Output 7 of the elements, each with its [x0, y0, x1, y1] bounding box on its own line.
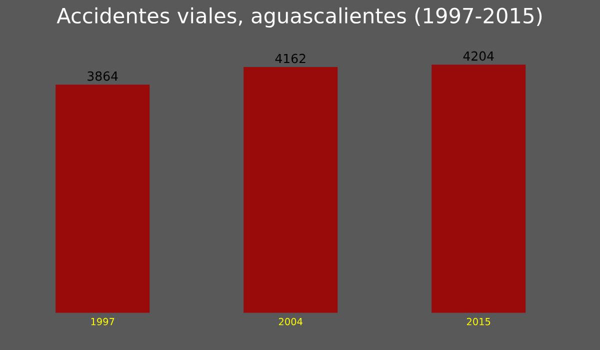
x-tick-label: 2015: [466, 318, 490, 326]
chart-title: Accidentes viales, aguascalientes (1997-2015): [56, 7, 542, 28]
x-tick-label: 1997: [91, 318, 114, 326]
data-label: 3864: [88, 71, 118, 81]
data-label: 4162: [275, 54, 306, 64]
data-label: 4204: [463, 51, 494, 61]
x-tick-label: 2004: [278, 318, 302, 326]
